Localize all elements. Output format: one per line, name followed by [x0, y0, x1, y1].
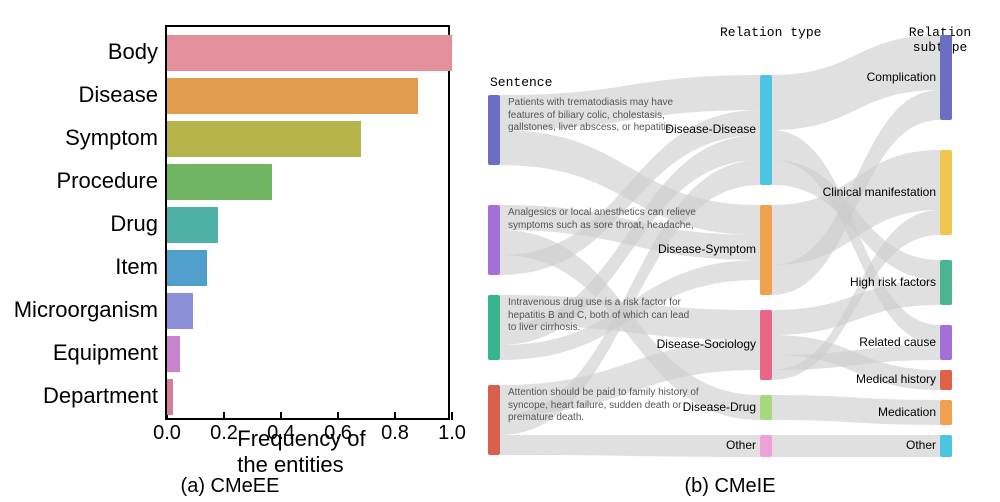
bar-department	[167, 379, 173, 415]
bar-procedure	[167, 164, 272, 200]
sankey-node	[488, 205, 500, 275]
bar-label-equipment: Equipment	[0, 340, 158, 366]
sankey-node-label: Disease-Symptom	[658, 242, 756, 256]
sankey-node-label: Complication	[867, 70, 936, 84]
sankey-node	[760, 310, 772, 380]
sentence-text: Attention should be paid to family histo…	[504, 385, 704, 455]
column-title: Sentence	[490, 75, 552, 90]
panel-cmeee: 0.00.20.40.60.81.0 Frequency of the enti…	[0, 0, 460, 502]
sankey-node-label: High risk factors	[850, 275, 936, 289]
sankey-node	[488, 295, 500, 360]
x-tick-label: 0.8	[381, 422, 409, 445]
bar-chart-area: 0.00.20.40.60.81.0 Frequency of the enti…	[165, 25, 450, 420]
sankey-node-label: Other	[906, 438, 936, 452]
bar-label-microorganism: Microorganism	[0, 297, 158, 323]
sankey-node-label: Medication	[878, 405, 936, 419]
bar-label-disease: Disease	[0, 82, 158, 108]
bar-microorganism	[167, 293, 193, 329]
x-tick-mark	[280, 412, 282, 420]
sankey-node-label: Clinical manifestation	[823, 185, 936, 199]
x-axis-title: Frequency of the entities	[237, 426, 378, 478]
bar-label-drug: Drug	[0, 211, 158, 237]
panel-cmeie: SentenceRelation typeRelation subtypePat…	[460, 0, 1000, 502]
figure-container: 0.00.20.40.60.81.0 Frequency of the enti…	[0, 0, 1000, 502]
sankey-node	[940, 325, 952, 360]
sankey-node	[760, 435, 772, 457]
bar-label-symptom: Symptom	[0, 125, 158, 151]
column-title: Relation type	[720, 25, 821, 40]
bar-body	[167, 35, 452, 71]
sankey-node	[940, 150, 952, 235]
bar-item	[167, 250, 207, 286]
sankey-node	[760, 395, 772, 420]
bar-disease	[167, 78, 418, 114]
bar-label-department: Department	[0, 383, 158, 409]
sankey-node-label: Medical history	[856, 372, 936, 386]
sankey-node-label: Disease-Sociology	[657, 337, 756, 351]
sankey-node-label: Disease-Drug	[683, 400, 756, 414]
bar-equipment	[167, 336, 180, 372]
bar-symptom	[167, 121, 361, 157]
sankey-node	[940, 370, 952, 390]
sankey-node-label: Related cause	[859, 335, 936, 349]
sankey-node	[940, 400, 952, 425]
x-tick-mark	[394, 412, 396, 420]
sankey-node	[488, 95, 500, 165]
sankey-node	[940, 260, 952, 305]
sankey-node-label: Other	[726, 438, 756, 452]
sankey-node	[940, 435, 952, 457]
x-tick-mark	[451, 412, 453, 420]
bar-drug	[167, 207, 218, 243]
sentence-text: Analgesics or local anesthetics can reli…	[504, 205, 704, 275]
sankey-node	[760, 75, 772, 185]
bar-label-body: Body	[0, 39, 158, 65]
x-tick-label: 0.0	[153, 422, 181, 445]
sankey-node	[760, 205, 772, 295]
x-tick-mark	[223, 412, 225, 420]
sankey-node	[940, 35, 952, 120]
x-tick-mark	[337, 412, 339, 420]
caption-right: (b) CMeIE	[684, 475, 775, 498]
bar-label-item: Item	[0, 254, 158, 280]
bar-label-procedure: Procedure	[0, 168, 158, 194]
sankey-node	[488, 385, 500, 455]
sankey-node-label: Disease-Disease	[665, 122, 756, 136]
caption-left: (a) CMeEE	[181, 475, 280, 498]
x-tick-label: 0.2	[210, 422, 238, 445]
